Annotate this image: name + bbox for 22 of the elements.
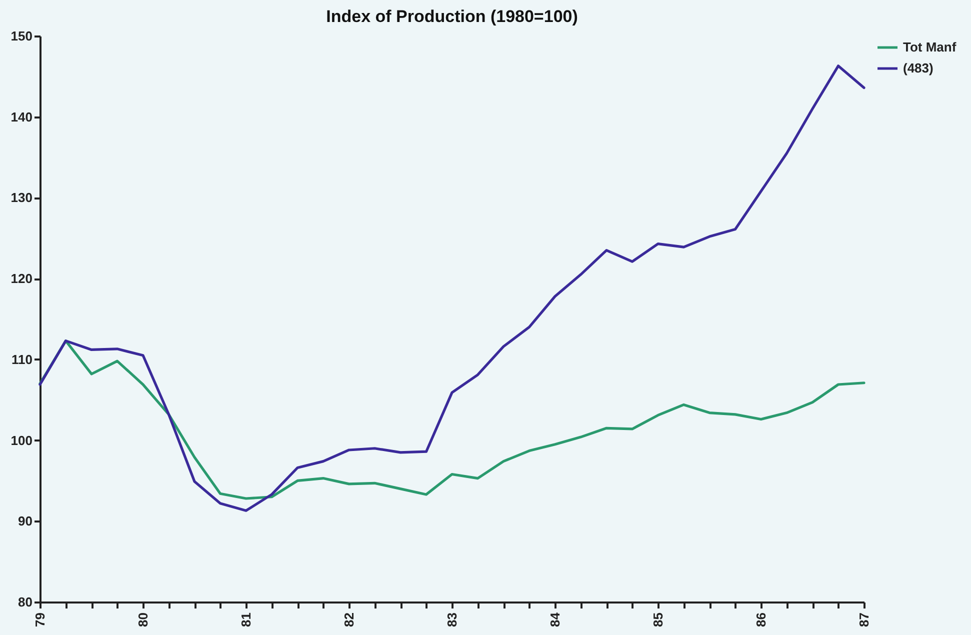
- y-tick-label: 120: [10, 271, 32, 286]
- chart-title: Index of Production (1980=100): [326, 7, 578, 26]
- line-series: [38, 64, 866, 512]
- y-tick-label: 140: [10, 109, 32, 124]
- line-series: [38, 340, 866, 500]
- y-tick-label: 150: [10, 28, 32, 44]
- x-tick-label: 86: [754, 612, 768, 627]
- x-tick-label: 84: [548, 612, 562, 627]
- x-tick-label: 82: [342, 612, 356, 627]
- x-tick-label: 80: [136, 612, 150, 627]
- y-tick-label: 90: [18, 514, 32, 529]
- y-tick-label: 110: [12, 352, 32, 367]
- y-tick-label: 100: [10, 432, 32, 448]
- legend-label: (483): [903, 60, 934, 76]
- legend-label: Tot Manf: [903, 40, 957, 54]
- y-tick-label: 80: [18, 594, 32, 610]
- x-tick-label: 79: [32, 612, 48, 627]
- x-tick-label: 83: [444, 612, 460, 627]
- x-tick-label: 81: [238, 612, 254, 627]
- x-tick-label: 87: [856, 612, 872, 627]
- y-tick-label: 130: [10, 190, 32, 206]
- x-tick-label: 85: [650, 612, 666, 627]
